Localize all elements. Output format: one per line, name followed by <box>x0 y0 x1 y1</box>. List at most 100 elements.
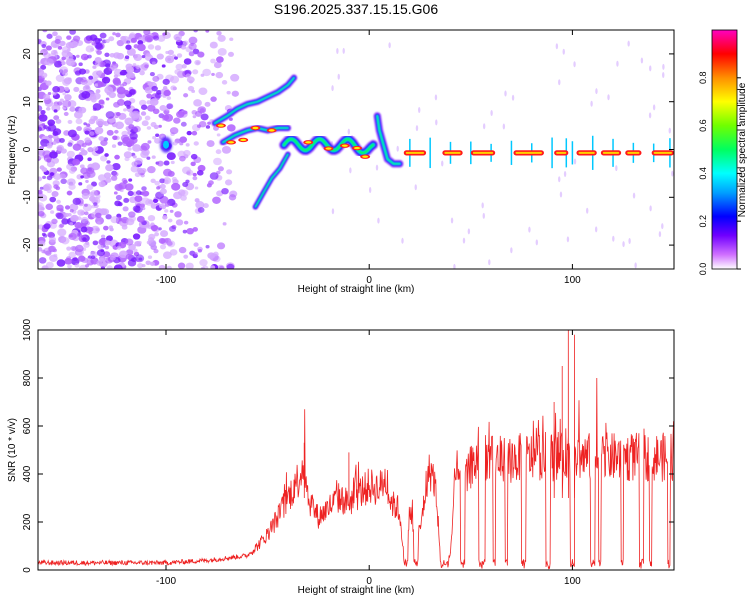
noise-blob <box>82 237 87 242</box>
noise-blob <box>56 144 65 152</box>
noise-blob <box>216 56 224 63</box>
noise-blob <box>73 111 83 119</box>
noise-speckle <box>649 65 652 72</box>
noise-blob <box>174 211 182 218</box>
colorbar-tick-label: 0.4 <box>698 167 708 180</box>
noise-blob <box>99 32 107 39</box>
noise-blob <box>146 126 152 130</box>
noise-blob <box>87 54 92 59</box>
noise-blob <box>209 172 219 180</box>
noise-blob <box>66 163 74 170</box>
spectrogram-y-ticks: -20 -10 0 10 20 <box>22 48 674 252</box>
spectrogram-y-label: Frequency (Hz) <box>7 116 18 185</box>
noise-speckle <box>336 48 339 55</box>
noise-blob <box>182 110 188 115</box>
noise-blob <box>87 157 92 162</box>
noise-blob <box>128 72 136 79</box>
noise-blob <box>144 115 151 121</box>
noise-blob <box>42 175 46 180</box>
noise-blob <box>127 190 134 197</box>
noise-blob <box>146 100 152 105</box>
noise-blob <box>95 43 104 51</box>
noise-blob <box>147 214 156 222</box>
colorbar-tick-label: 0.6 <box>698 119 708 132</box>
noise-speckle <box>632 192 636 199</box>
noise-blob <box>213 157 222 166</box>
noise-blob <box>41 249 46 254</box>
noise-blob <box>43 125 49 130</box>
spectrogram-y-tick-label: 10 <box>22 96 33 108</box>
noise-blob <box>49 172 55 177</box>
noise-blob <box>134 172 141 178</box>
noise-blob <box>202 203 209 209</box>
noise-blob <box>137 226 147 234</box>
noise-blob <box>87 146 94 153</box>
noise-blob <box>92 146 99 152</box>
noise-blob <box>120 36 127 41</box>
noise-speckle <box>347 128 351 135</box>
noise-blob <box>152 75 160 82</box>
noise-speckle <box>594 226 598 233</box>
noise-blob <box>98 38 103 42</box>
noise-blob <box>183 58 192 65</box>
noise-blob <box>147 82 152 86</box>
noise-blob <box>190 161 196 167</box>
noise-blob <box>40 64 47 70</box>
noise-blob <box>177 44 182 49</box>
noise-blob <box>81 91 91 99</box>
noise-blob <box>83 122 87 126</box>
noise-blob <box>131 257 137 263</box>
noise-blob <box>112 135 118 141</box>
noise-blob <box>111 65 118 71</box>
colorbar-ticks: 0.0 0.2 0.4 0.6 0.8 <box>698 72 741 275</box>
noise-blob <box>141 55 146 59</box>
noise-blob <box>131 110 141 119</box>
snr-x-label: Height of straight line (km) <box>298 585 415 596</box>
noise-blob <box>88 195 96 202</box>
noise-blob <box>205 125 211 129</box>
noise-blob <box>165 50 170 55</box>
noise-blob <box>144 64 149 69</box>
noise-blob <box>154 232 160 237</box>
noise-blob <box>162 251 172 259</box>
noise-blob <box>169 127 179 135</box>
noise-blob <box>125 44 132 50</box>
noise-blob <box>227 51 235 57</box>
noise-blob <box>154 92 162 99</box>
noise-speckle <box>590 100 593 107</box>
noise-blob <box>229 37 234 41</box>
noise-blob <box>84 137 91 143</box>
noise-blob <box>48 122 53 127</box>
noise-blob <box>64 86 70 91</box>
noise-blob <box>130 165 139 173</box>
noise-blob <box>182 181 189 187</box>
noise-blob <box>132 233 141 240</box>
noise-blob <box>192 172 197 177</box>
noise-blob <box>48 236 57 243</box>
noise-blob <box>94 56 102 63</box>
noise-blob <box>212 251 219 257</box>
noise-blob <box>110 255 116 261</box>
noise-blob <box>192 48 200 55</box>
noise-blob <box>129 32 136 38</box>
noise-blob <box>58 235 66 243</box>
noise-blob <box>54 60 63 68</box>
noise-blob <box>62 92 66 96</box>
noise-blob <box>67 264 72 269</box>
noise-blob <box>149 261 156 266</box>
noise-blob <box>114 154 120 160</box>
noise-blob <box>53 184 59 189</box>
noise-blob <box>198 120 207 128</box>
noise-speckle <box>562 48 565 55</box>
noise-blob <box>40 48 48 56</box>
noise-blob <box>125 238 134 246</box>
snr-x-tick-label: 0 <box>366 576 372 587</box>
noise-blob <box>147 44 155 50</box>
noise-blob <box>183 220 189 225</box>
noise-blob <box>113 52 121 59</box>
noise-blob <box>169 249 178 256</box>
noise-blob <box>76 54 80 58</box>
noise-blob <box>60 178 67 185</box>
noise-blob <box>116 39 125 47</box>
noise-speckle <box>488 259 491 266</box>
